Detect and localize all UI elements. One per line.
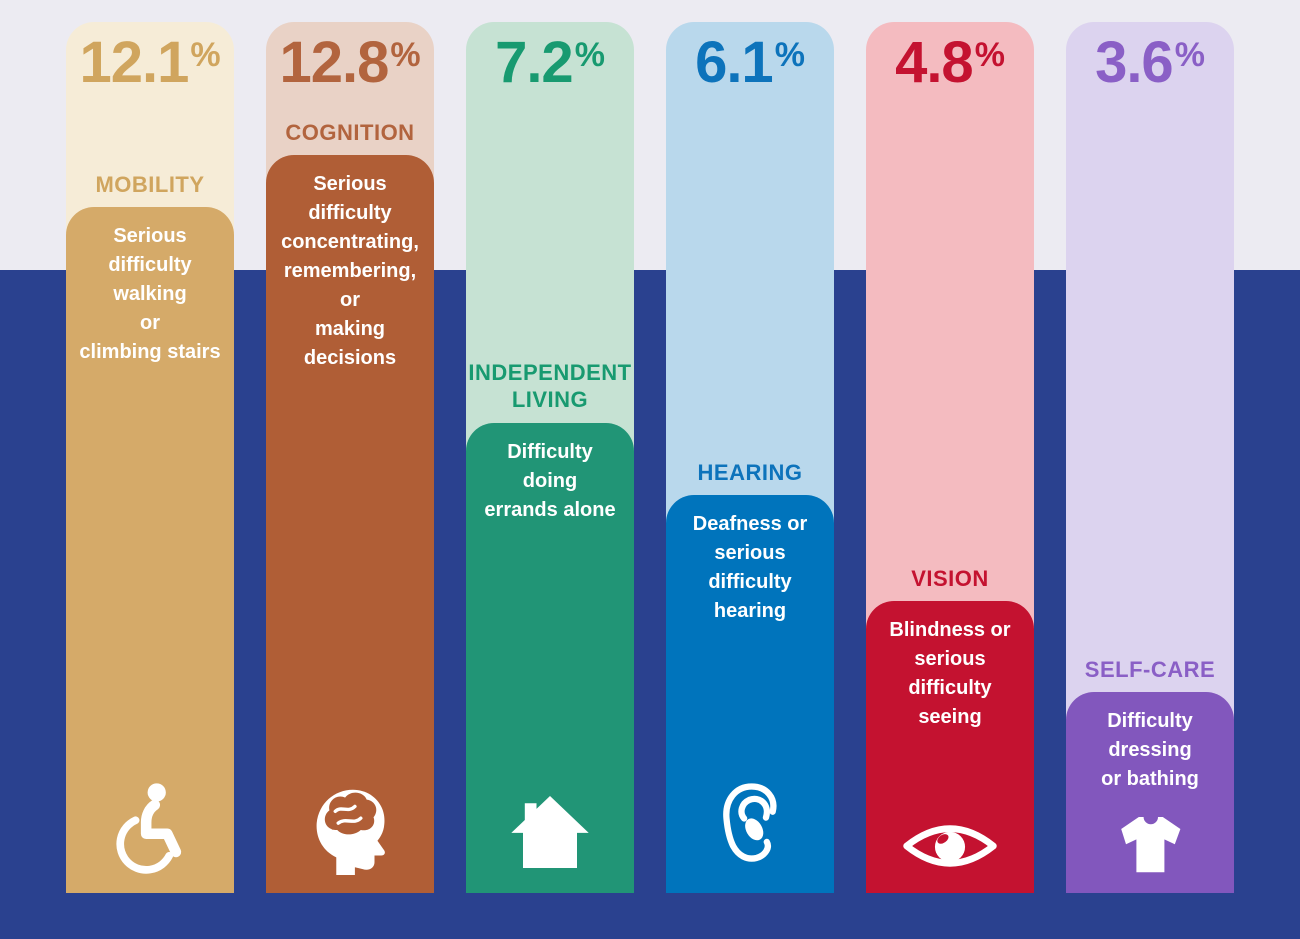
percent-sign: % [574,36,605,74]
brain-icon [316,789,385,876]
percent-sign: % [774,36,805,74]
bar-independent-living: Difficulty doing errands alone [466,423,634,893]
bar-mobility: Serious difficulty walking or climbing s… [66,207,234,893]
value-label-cognition: 12.8% [266,34,434,92]
percent-sign: % [1174,36,1205,74]
percent-sign: % [974,36,1005,74]
value-number: 3.6 [1095,30,1174,95]
column-vision: 4.8% VISION Blindness or serious difficu… [866,22,1034,893]
wheelchair-icon [116,783,182,874]
value-number: 12.8 [279,30,389,95]
category-label-independent-living: INDEPENDENT LIVING [468,360,632,412]
bar-description-self-care: Difficulty dressing or bathing [1101,710,1199,790]
category-label-self-care: SELF-CARE [1084,657,1216,682]
column-cognition: 12.8% COGNITION Serious difficulty conce… [266,22,434,893]
value-label-vision: 4.8% [866,34,1034,92]
icon-slot-mobility [66,777,234,877]
icon-slot-vision [866,815,1034,877]
ear-icon [723,783,777,862]
value-number: 7.2 [495,30,574,95]
icon-slot-cognition [266,779,434,877]
column-hearing: 6.1% HEARING Deafness or serious difficu… [666,22,834,893]
percent-sign: % [390,36,421,74]
tshirt-icon [1121,817,1181,873]
column-independent-living: 7.2% INDEPENDENT LIVING Difficulty doing… [466,22,634,893]
icon-slot-hearing [666,775,834,877]
category-label-vision: VISION [911,566,989,591]
house-icon [511,796,589,868]
value-label-mobility: 12.1% [66,34,234,92]
eye-icon [903,825,997,867]
icon-slot-self-care [1066,805,1234,877]
value-number: 6.1 [695,30,774,95]
column-mobility: 12.1% MOBILITY Serious difficulty walkin… [66,22,234,893]
bar-description-hearing: Deafness or serious difficulty hearing [692,513,808,622]
value-label-self-care: 3.6% [1066,34,1234,92]
bar-description-independent-living: Difficulty doing errands alone [484,441,616,521]
column-self-care: 3.6% SELF-CARE Difficulty dressing or ba… [1066,22,1234,893]
value-label-hearing: 6.1% [666,34,834,92]
icon-slot-independent-living [466,787,634,877]
value-number: 4.8 [895,30,974,95]
bar-description-vision: Blindness or serious difficulty seeing [889,619,1011,728]
bar-description-mobility: Serious difficulty walking or climbing s… [79,225,221,363]
category-label-mobility: MOBILITY [95,172,205,197]
percent-sign: % [190,36,221,74]
value-label-independent-living: 7.2% [466,34,634,92]
value-number: 12.1 [79,30,189,95]
category-label-cognition: COGNITION [285,120,415,145]
bar-cognition: Serious difficulty concentrating, rememb… [266,155,434,893]
bar-description-cognition: Serious difficulty concentrating, rememb… [281,173,419,369]
category-label-hearing: HEARING [697,460,803,485]
